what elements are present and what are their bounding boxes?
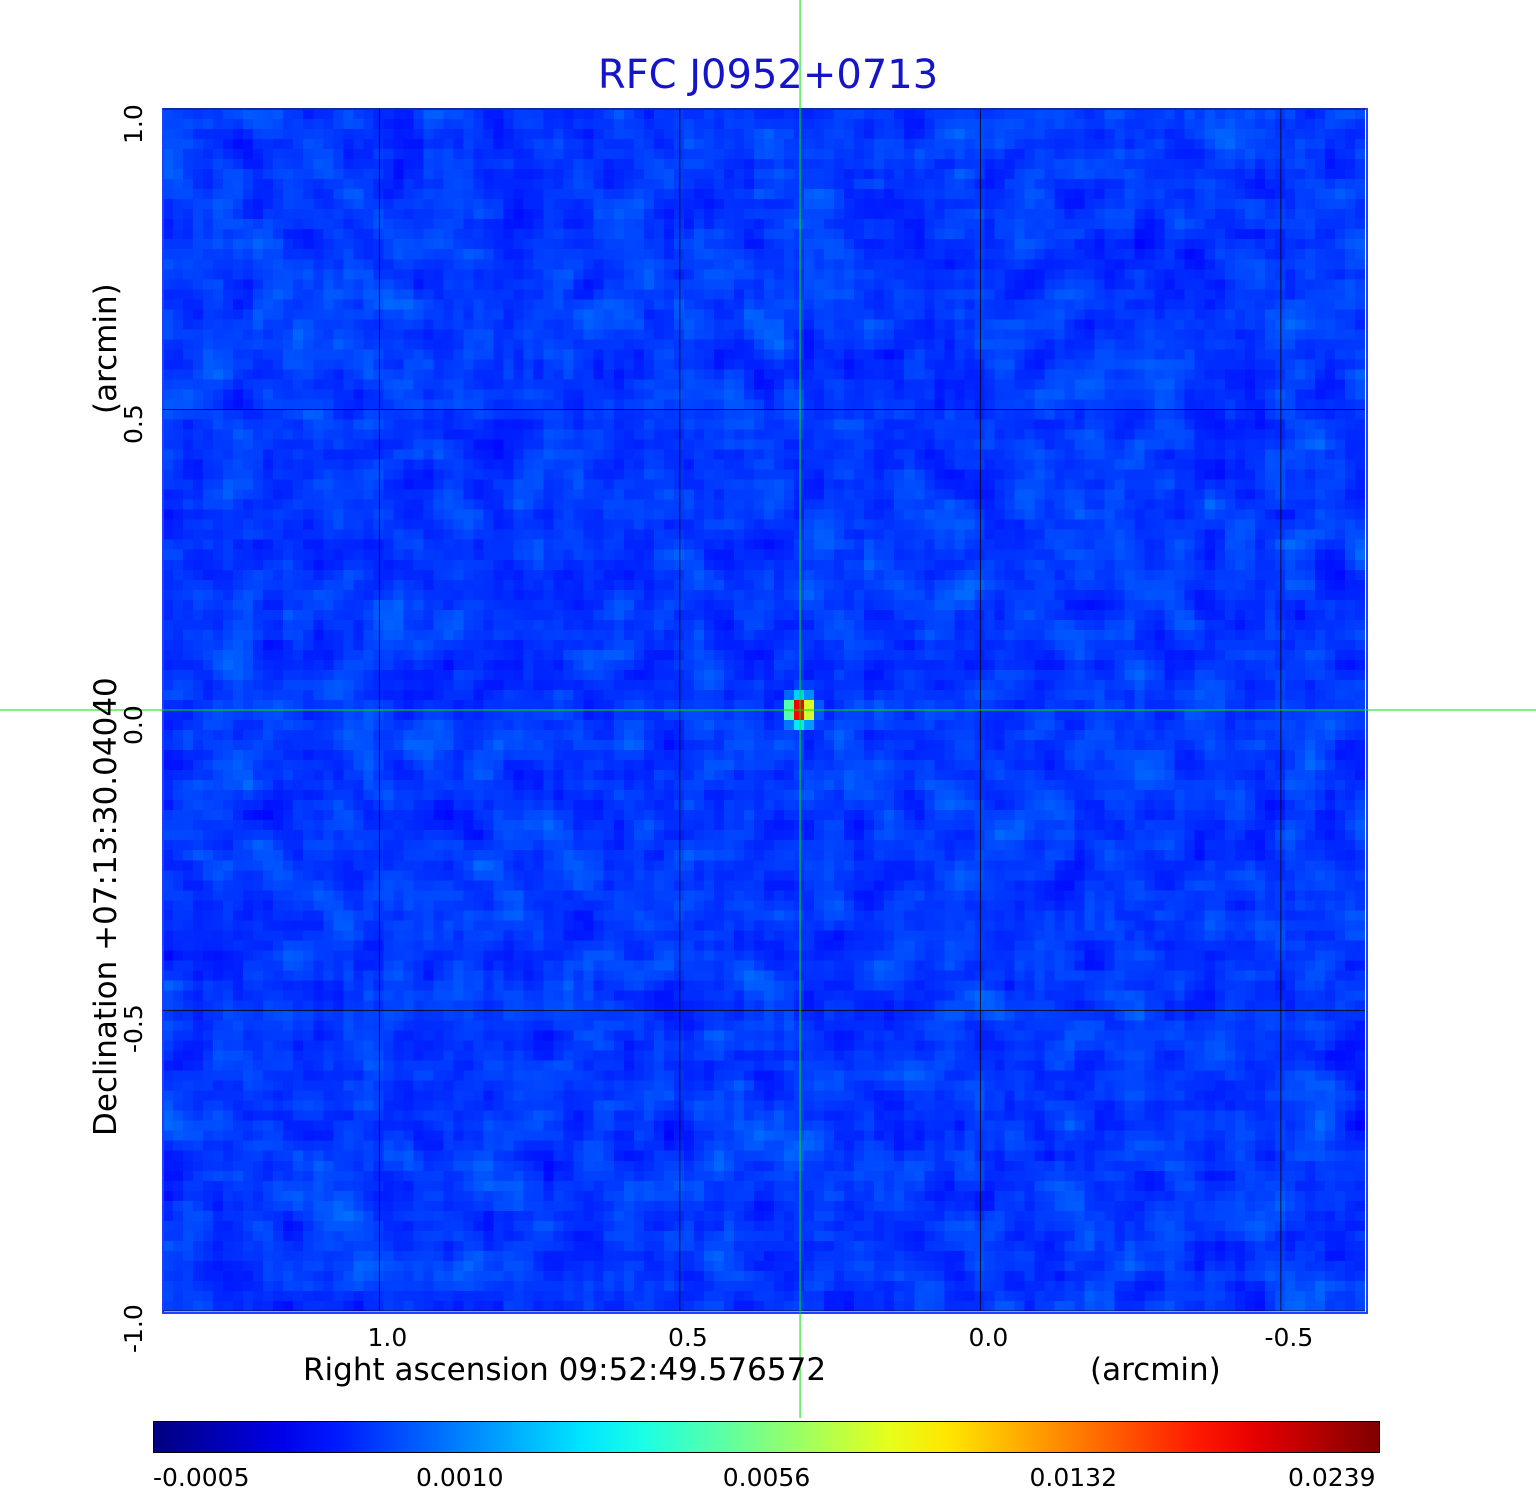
colorbar (153, 1421, 1380, 1453)
x-tick-label: 0.5 (667, 1323, 708, 1352)
colorbar-tick-label: 0.0239 (1288, 1463, 1376, 1492)
colorbar-tick-label: -0.0005 (153, 1463, 250, 1492)
x-tick-label: -0.5 (1264, 1323, 1314, 1352)
colorbar-tick-label: 0.0056 (722, 1463, 811, 1492)
x-axis-label: Right ascension 09:52:49.576572 (303, 1352, 827, 1388)
x-tick-label: 0.0 (968, 1323, 1009, 1352)
chart-title: RFC J0952+0713 (597, 52, 939, 98)
x-axis-unit: (arcmin) (1090, 1352, 1221, 1388)
colorbar-tick-label: 0.0010 (416, 1463, 504, 1492)
y-axis-label: Declination +07:13:30.04040 (88, 677, 124, 1136)
y-axis-unit: (arcmin) (88, 283, 124, 414)
x-tick-label: 1.0 (367, 1323, 408, 1352)
y-tick-label: -1.0 (119, 1304, 148, 1353)
y-tick-label: 1.0 (119, 103, 148, 144)
colorbar-tick-label: 0.0132 (1029, 1463, 1117, 1492)
